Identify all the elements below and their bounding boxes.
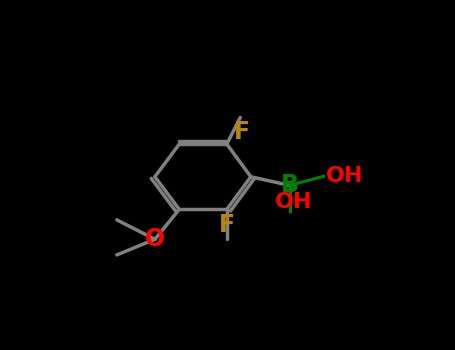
Text: F: F: [219, 212, 235, 237]
Text: B: B: [281, 173, 298, 197]
Text: F: F: [234, 120, 250, 144]
Text: O: O: [145, 227, 165, 251]
Text: OH: OH: [326, 166, 364, 186]
Text: OH: OH: [274, 192, 312, 212]
